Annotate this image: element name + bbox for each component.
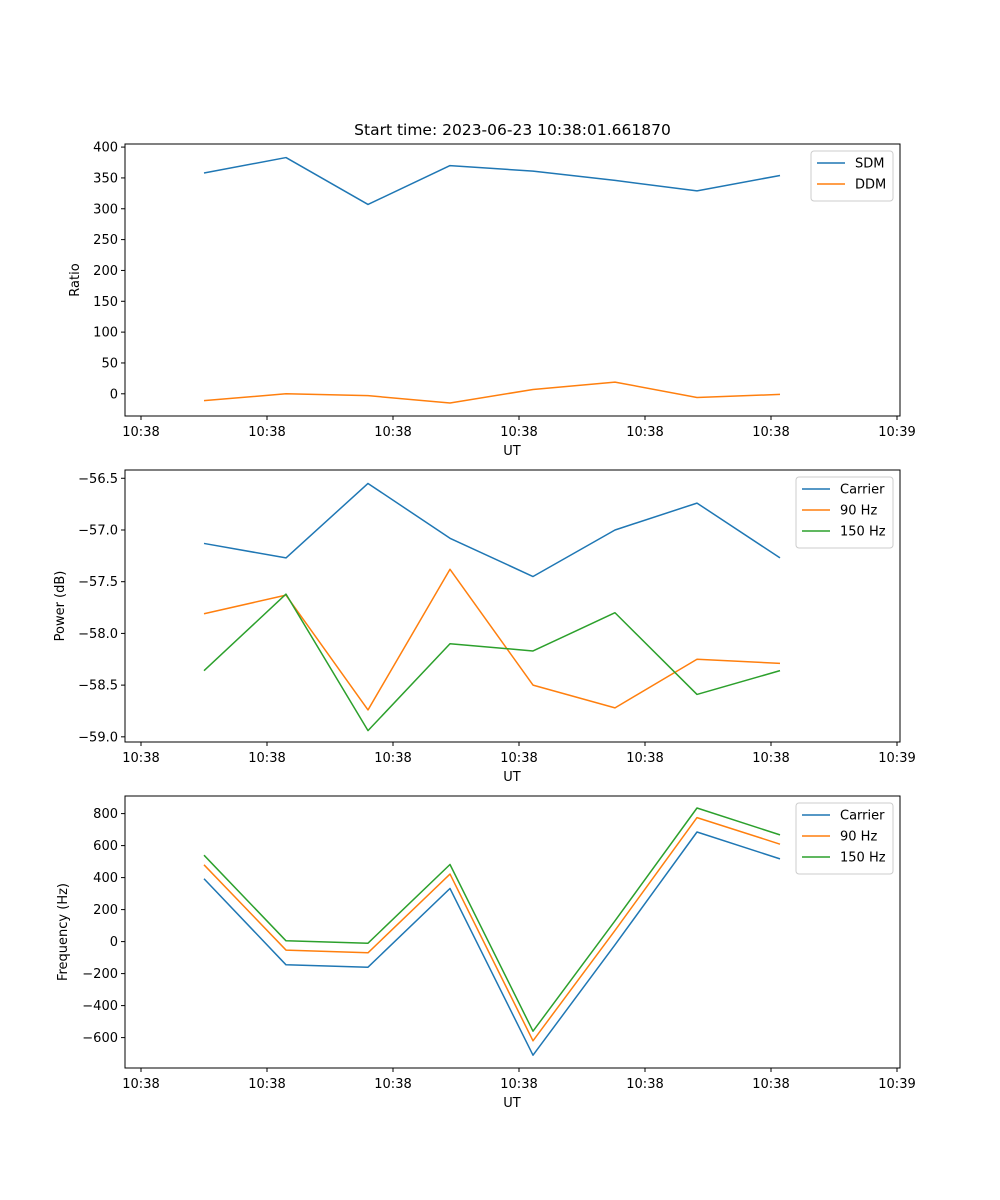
- x-tick-label: 10:38: [374, 751, 411, 766]
- axes-frame: [124, 143, 901, 417]
- axes-frame: [124, 469, 901, 743]
- x-axis-label: UT: [503, 1096, 521, 1111]
- legend-label: DDM: [855, 178, 886, 193]
- y-axis-label: Power (dB): [53, 571, 68, 642]
- y-tick-label: −59.0: [78, 730, 118, 745]
- subplot-2: −59.0 −58.5 −58.0 −57.5 −57.0 −56.5 10:38 10:38…: [53, 469, 916, 785]
- y-tick-label: 100: [93, 326, 118, 341]
- y-tick-label: −200: [82, 967, 118, 982]
- x-tick-label: 10:38: [500, 751, 537, 766]
- y-tick-label: −57.5: [78, 575, 118, 590]
- y-tick-label: −56.5: [78, 472, 118, 487]
- x-tick-label: 10:38: [626, 425, 663, 440]
- series-line-90-hz: [203, 816, 781, 1042]
- y-tick-label: 600: [93, 839, 118, 854]
- y-tick-label: −58.5: [78, 679, 118, 694]
- y-tick-label: 400: [93, 141, 118, 156]
- x-tick-label: 10:38: [122, 1077, 159, 1092]
- legend-label: 150 Hz: [840, 525, 886, 540]
- y-axis-label: Ratio: [68, 263, 83, 296]
- x-tick-label: 10:38: [752, 1077, 789, 1092]
- y-tick-label: 400: [93, 871, 118, 886]
- legend: SDM DDM: [810, 150, 894, 202]
- subplot-3: −600 −400 −200 0 200 400 600 800 10:38 10:38 10:38…: [56, 795, 916, 1111]
- legend-label: 150 Hz: [840, 851, 886, 866]
- series-line-sdm: [203, 156, 781, 206]
- legend-label: Carrier: [840, 483, 885, 498]
- y-axis-label: Frequency (Hz): [56, 883, 71, 981]
- x-tick-label: 10:38: [500, 1077, 537, 1092]
- y-tick-label: 200: [93, 903, 118, 918]
- x-tick-label: 10:38: [752, 425, 789, 440]
- subplot-1: 0 50 100 150 200 250 300 350 400 10:38 10:38 10:38 1…: [68, 141, 916, 459]
- y-tick-label: 350: [93, 171, 118, 186]
- y-tick-label: −58.0: [78, 627, 118, 642]
- y-tick-label: 50: [101, 356, 118, 371]
- y-tick-label: −57.0: [78, 523, 118, 538]
- legend-label: Carrier: [840, 809, 885, 824]
- x-axis-label: UT: [503, 444, 521, 459]
- y-tick-label: 150: [93, 295, 118, 310]
- legend: Carrier 90 Hz 150 Hz: [795, 802, 894, 875]
- series-line-carrier: [203, 482, 781, 578]
- x-tick-label: 10:38: [500, 425, 537, 440]
- y-tick-label: −600: [82, 1031, 118, 1046]
- legend-label: 90 Hz: [840, 504, 877, 519]
- x-tick-label: 10:38: [248, 751, 285, 766]
- y-tick-label: 300: [93, 202, 118, 217]
- x-tick-label: 10:38: [752, 751, 789, 766]
- legend-label: 90 Hz: [840, 830, 877, 845]
- axes-frame: [124, 795, 901, 1069]
- subplots: 0 50 100 150 200 250 300 350 400 10:38 10:38 10:38 1…: [53, 141, 916, 1111]
- x-tick-label: 10:38: [374, 425, 411, 440]
- y-tick-label: 0: [110, 935, 118, 950]
- legend: Carrier 90 Hz 150 Hz: [795, 476, 894, 549]
- x-tick-label: 10:38: [374, 1077, 411, 1092]
- y-tick-label: 0: [110, 387, 118, 402]
- x-tick-label: 10:38: [626, 751, 663, 766]
- legend-label: SDM: [855, 157, 884, 172]
- x-tick-label: 10:38: [248, 425, 285, 440]
- x-tick-label: 10:39: [878, 751, 915, 766]
- y-tick-label: 200: [93, 264, 118, 279]
- y-tick-label: 250: [93, 233, 118, 248]
- series-line-150-hz: [203, 807, 781, 1032]
- x-tick-label: 10:39: [878, 1077, 915, 1092]
- series-line-90-hz: [203, 568, 781, 711]
- x-tick-label: 10:38: [248, 1077, 285, 1092]
- series-line-ddm: [203, 381, 781, 404]
- x-tick-label: 10:39: [878, 425, 915, 440]
- x-axis-label: UT: [503, 770, 521, 785]
- y-tick-label: 800: [93, 807, 118, 822]
- series-line-150-hz: [203, 593, 781, 732]
- x-tick-label: 10:38: [122, 751, 159, 766]
- series-line-carrier: [203, 831, 781, 1056]
- x-tick-label: 10:38: [122, 425, 159, 440]
- x-tick-label: 10:38: [626, 1077, 663, 1092]
- figure-title: Start time: 2023-06-23 10:38:01.661870: [354, 121, 671, 139]
- y-tick-label: −400: [82, 999, 118, 1014]
